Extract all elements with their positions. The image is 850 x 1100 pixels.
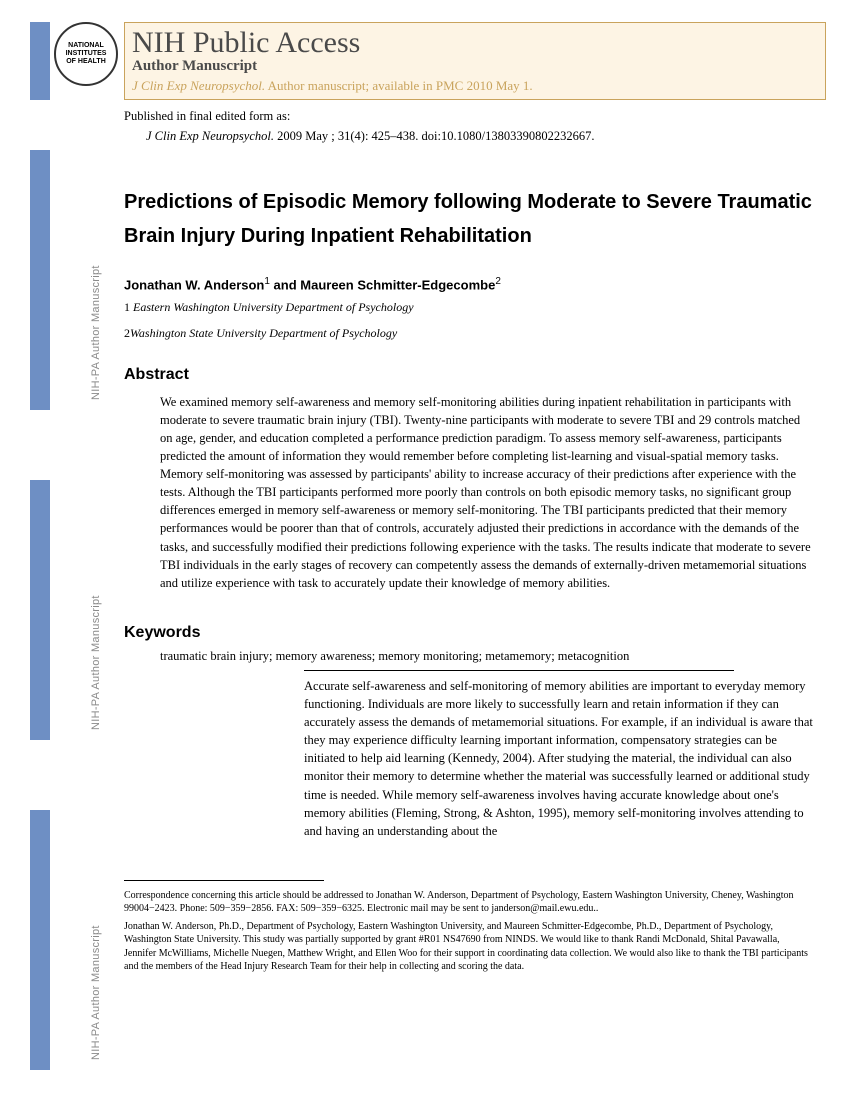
citation-journal: J Clin Exp Neuropsychol. bbox=[146, 129, 274, 143]
author-2: Maureen Schmitter-Edgecombe bbox=[300, 277, 495, 292]
banner-availability: Author manuscript; available in PMC 2010… bbox=[265, 78, 533, 93]
nih-logo: NATIONAL INSTITUTES OF HEALTH bbox=[54, 22, 118, 86]
affiliation-1: 1 Eastern Washington University Departme… bbox=[124, 299, 814, 316]
watermark-bar bbox=[30, 480, 50, 740]
keywords-heading: Keywords bbox=[124, 622, 814, 644]
footnotes: Correspondence concerning this article s… bbox=[124, 889, 814, 974]
abstract-heading: Abstract bbox=[124, 364, 814, 386]
watermark-label: NIH-PA Author Manuscript bbox=[90, 265, 102, 400]
keywords-rule bbox=[304, 670, 734, 671]
main-content: Published in final edited form as: J Cli… bbox=[124, 108, 814, 974]
banner-subtitle: Author Manuscript bbox=[132, 58, 257, 75]
author-1: Jonathan W. Anderson bbox=[124, 277, 264, 292]
footnote-2: Jonathan W. Anderson, Ph.D., Department … bbox=[124, 920, 814, 974]
abstract-body: We examined memory self-awareness and me… bbox=[160, 393, 814, 592]
footnote-rule bbox=[124, 880, 324, 881]
affil-1-num: 1 bbox=[124, 300, 133, 314]
watermark-bar bbox=[30, 150, 50, 410]
banner-journal-abbrev: J Clin Exp Neuropsychol. bbox=[132, 78, 265, 93]
keywords-body: traumatic brain injury; memory awareness… bbox=[160, 648, 814, 666]
logo-text: NATIONAL INSTITUTES OF HEALTH bbox=[60, 42, 112, 65]
author-2-sup: 2 bbox=[495, 276, 501, 287]
affil-2-text: Washington State University Department o… bbox=[130, 326, 397, 340]
published-citation: J Clin Exp Neuropsychol. 2009 May ; 31(4… bbox=[146, 128, 814, 146]
header-side-bar bbox=[30, 22, 50, 100]
side-watermarks: NIH-PA Author Manuscript NIH-PA Author M… bbox=[30, 150, 50, 1070]
watermark-label: NIH-PA Author Manuscript bbox=[90, 925, 102, 1060]
affiliation-2: 2Washington State University Department … bbox=[124, 325, 814, 342]
published-label: Published in final edited form as: bbox=[124, 108, 814, 126]
intro-body: Accurate self-awareness and self-monitor… bbox=[304, 677, 814, 840]
footnote-1: Correspondence concerning this article s… bbox=[124, 889, 814, 916]
banner-journal: J Clin Exp Neuropsychol. Author manuscri… bbox=[132, 78, 533, 94]
affil-1-text: Eastern Washington University Department… bbox=[133, 300, 414, 314]
article-title: Predictions of Episodic Memory following… bbox=[124, 185, 814, 253]
watermark-label: NIH-PA Author Manuscript bbox=[90, 595, 102, 730]
banner-title: NIH Public Access bbox=[132, 26, 360, 60]
citation-detail: 2009 May ; 31(4): 425–438. doi:10.1080/1… bbox=[274, 129, 594, 143]
authors-and: and bbox=[270, 277, 300, 292]
watermark-bar bbox=[30, 810, 50, 1070]
authors-line: Jonathan W. Anderson1 and Maureen Schmit… bbox=[124, 275, 814, 295]
